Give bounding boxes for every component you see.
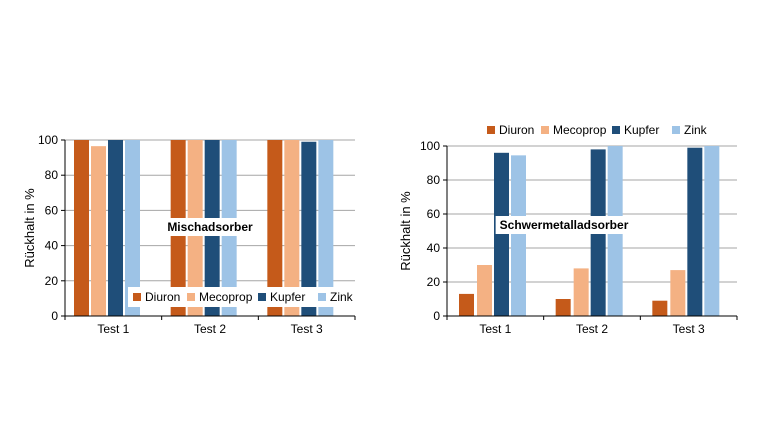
legend: Diuron Mecoprop Kupfer Zink bbox=[487, 123, 708, 137]
legend-label-mecoprop: Mecoprop bbox=[199, 290, 253, 304]
chart-annotation: Mischadsorber bbox=[167, 220, 253, 234]
bar-zink-1 bbox=[125, 140, 140, 316]
bar-zink-3 bbox=[318, 140, 334, 316]
annotation-background bbox=[495, 216, 633, 234]
y-tick-label: 80 bbox=[45, 168, 59, 182]
bar-kupfer-3 bbox=[687, 147, 703, 316]
annotation-background bbox=[163, 218, 258, 236]
bar-diuron-3 bbox=[652, 300, 668, 316]
bar-mecoprop-1 bbox=[91, 146, 106, 316]
legend-swatch-mecoprop bbox=[187, 293, 195, 301]
y-tick-label: 80 bbox=[427, 173, 441, 187]
legend-swatch-diuron bbox=[133, 293, 141, 301]
legend-label-kupfer: Kupfer bbox=[624, 123, 659, 137]
legend-label-mecoprop: Mecoprop bbox=[553, 123, 607, 137]
y-tick-label: 0 bbox=[51, 309, 58, 323]
y-axis-label: Rückhalt in % bbox=[398, 191, 413, 271]
bar-diuron-2 bbox=[555, 299, 571, 316]
bar-zink-1 bbox=[511, 155, 526, 316]
legend: Diuron Mecoprop Kupfer Zink bbox=[128, 287, 354, 307]
y-tick-label: 100 bbox=[420, 139, 440, 153]
y-tick-label: 60 bbox=[45, 203, 59, 217]
x-tick-label: Test 1 bbox=[97, 322, 129, 336]
bar-diuron-3 bbox=[267, 140, 283, 316]
bar-kupfer-1 bbox=[494, 152, 509, 316]
x-tick-label: Test 2 bbox=[576, 322, 608, 336]
legend-swatch-diuron bbox=[487, 126, 495, 134]
x-tick-label: Test 3 bbox=[291, 322, 323, 336]
y-tick-label: 40 bbox=[45, 239, 59, 253]
legend-swatch-kupfer bbox=[612, 126, 620, 134]
bar-diuron-1 bbox=[74, 140, 89, 316]
bar-mecoprop-1 bbox=[477, 265, 492, 316]
y-tick-label: 20 bbox=[45, 274, 59, 288]
chart-schwermetalladsorber: 0 20 40 60 80 100 Test 1 Test 2 Test 3 Rückhalt i… bbox=[398, 123, 738, 336]
legend-swatch-zink bbox=[318, 293, 326, 301]
x-tick-label: Test 1 bbox=[479, 322, 511, 336]
y-tick-label: 100 bbox=[38, 133, 58, 147]
legend-swatch-zink bbox=[672, 126, 680, 134]
chart-annotation: Schwermetalladsorber bbox=[500, 218, 629, 232]
legend-background bbox=[128, 287, 350, 307]
y-axis-label: Rückhalt in % bbox=[22, 188, 37, 268]
legend-label-zink: Zink bbox=[684, 123, 708, 137]
legend-label-kupfer: Kupfer bbox=[270, 290, 305, 304]
legend-label-zink: Zink bbox=[330, 290, 354, 304]
bar-mecoprop-2 bbox=[573, 268, 589, 316]
legend-label-diuron: Diuron bbox=[499, 123, 534, 137]
x-tick-label: Test 2 bbox=[194, 322, 226, 336]
y-tick-label: 0 bbox=[433, 309, 440, 323]
bar-mecoprop-3 bbox=[670, 270, 686, 316]
bar-kupfer-3 bbox=[301, 141, 317, 316]
chart-mischadsorber: 0 20 40 60 80 100 Test 1 Test 2 Test 3 Rückhalt i… bbox=[22, 133, 356, 336]
bar-kupfer-1 bbox=[108, 140, 123, 316]
y-tick-label: 20 bbox=[427, 275, 441, 289]
bar-mecoprop-3 bbox=[284, 140, 300, 316]
legend-swatch-kupfer bbox=[258, 293, 266, 301]
y-tick-label: 60 bbox=[427, 207, 441, 221]
y-tick-label: 40 bbox=[427, 241, 441, 255]
x-tick-label: Test 3 bbox=[673, 322, 705, 336]
legend-label-diuron: Diuron bbox=[145, 290, 180, 304]
bar-diuron-1 bbox=[459, 293, 474, 316]
legend-swatch-mecoprop bbox=[541, 126, 549, 134]
bar-zink-3 bbox=[704, 146, 720, 316]
